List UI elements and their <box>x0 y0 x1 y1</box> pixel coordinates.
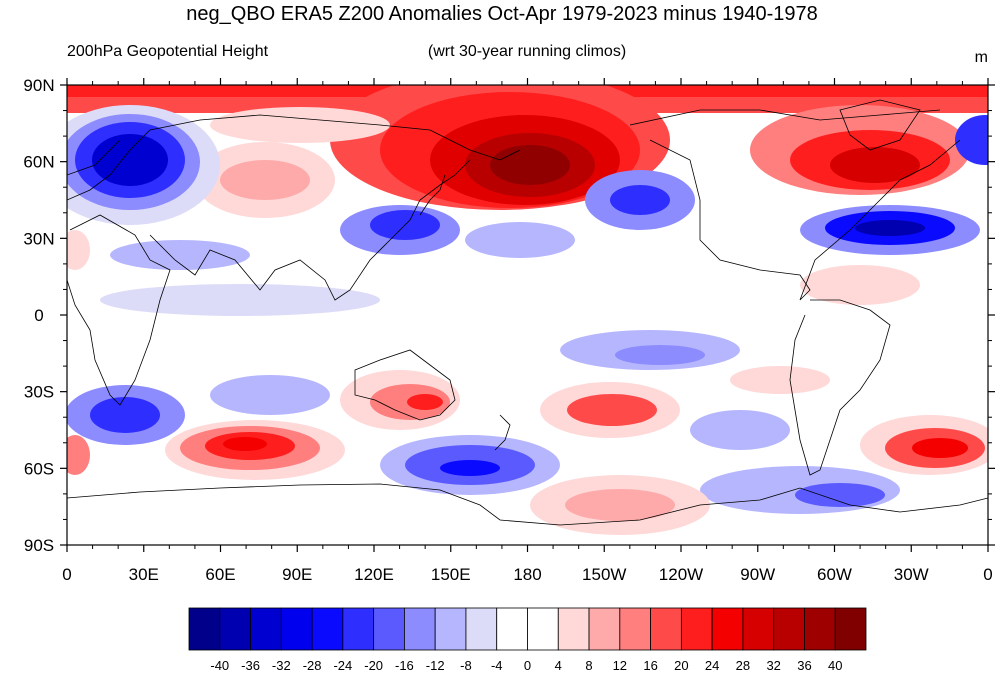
colorbar-label: -28 <box>303 658 322 673</box>
colorbar-label: -20 <box>364 658 383 673</box>
colorbar-label: -16 <box>395 658 414 673</box>
colorbar-swatch <box>834 607 867 651</box>
lon-label: 180 <box>513 565 541 584</box>
lat-label: 60N <box>23 153 54 172</box>
colorbar-swatch <box>250 607 282 651</box>
colorbar-swatch <box>219 607 251 651</box>
colorbar-swatch <box>804 607 836 651</box>
anomaly-field-map <box>67 85 988 545</box>
left-string: 200hPa Geopotential Height <box>67 43 269 60</box>
negative-anomaly-europe <box>67 105 988 225</box>
colorbar-label: 0 <box>524 658 531 673</box>
colorbar-label: 16 <box>643 658 657 673</box>
colorbar-swatch <box>711 607 744 651</box>
colorbar-swatch <box>619 607 651 651</box>
colorbar-label: 4 <box>555 658 562 673</box>
colorbar-label: 36 <box>797 658 811 673</box>
colorbar-swatch <box>742 607 775 651</box>
colorbar-swatch <box>557 607 590 651</box>
colorbar-swatch <box>527 607 559 651</box>
positive-anomaly-asia <box>195 142 335 218</box>
lon-label: 150E <box>431 565 471 584</box>
tropical-anomalies <box>67 230 920 394</box>
lon-label: 30W <box>894 565 929 584</box>
colorbar-label: 28 <box>736 658 750 673</box>
lon-label: 120E <box>354 565 394 584</box>
longitude-axis: 0 30E 60E 90E 120E 150E 180 150W 120W 90W 60W 30W 0 <box>62 78 993 584</box>
colorbar-label: -24 <box>333 658 352 673</box>
lon-label: 30E <box>129 565 159 584</box>
colorbar-swatch <box>373 607 405 651</box>
colorbar-swatch <box>650 607 682 651</box>
coastlines <box>67 99 988 526</box>
colorbar-swatch <box>496 607 528 651</box>
units-label: m <box>975 49 988 66</box>
colorbar-swatch <box>311 607 344 651</box>
colorbar: -40 -36 -32 -28 -24 -20 -16 -12 -8 -4 0 4 8 12 16 20 24 2… <box>188 607 867 673</box>
lon-label: 0 <box>983 565 992 584</box>
lat-label: 90N <box>23 76 54 95</box>
colorbar-swatch <box>280 607 313 651</box>
colorbar-swatch <box>773 607 805 651</box>
colorbar-label: -36 <box>241 658 260 673</box>
colorbar-label: 40 <box>828 658 842 673</box>
southern-hemisphere-anomalies <box>67 370 988 535</box>
colorbar-label: -32 <box>272 658 291 673</box>
colorbar-label: -40 <box>210 658 229 673</box>
colorbar-swatch <box>588 607 621 651</box>
colorbar-swatch <box>342 607 375 651</box>
colorbar-label: -4 <box>491 658 503 673</box>
colorbar-label: 20 <box>674 658 688 673</box>
colorbar-swatch <box>465 607 498 651</box>
lon-label: 90W <box>740 565 775 584</box>
latitude-axis: 90N 60N 30N 0 30S 60S 90S <box>23 76 995 555</box>
colorbar-swatch <box>188 607 221 651</box>
colorbar-swatch <box>680 607 713 651</box>
colorbar-label: 12 <box>613 658 627 673</box>
colorbar-label: 8 <box>585 658 592 673</box>
lon-label: 0 <box>62 565 71 584</box>
lat-label: 30S <box>24 383 54 402</box>
colorbar-label: -12 <box>426 658 445 673</box>
lat-label: 0 <box>34 306 43 325</box>
lon-label: 120W <box>659 565 703 584</box>
colorbar-label: 32 <box>766 658 780 673</box>
colorbar-swatch <box>434 607 467 651</box>
lon-label: 150W <box>582 565 626 584</box>
lon-label: 90E <box>282 565 312 584</box>
colorbar-label: -8 <box>460 658 472 673</box>
colorbar-swatch <box>404 607 436 651</box>
colorbar-label: 24 <box>705 658 719 673</box>
lat-label: 30N <box>23 229 54 248</box>
lat-label: 60S <box>24 459 54 478</box>
figure-title: neg_QBO ERA5 Z200 Anomalies Oct-Apr 1979… <box>186 3 817 25</box>
lon-label: 60E <box>205 565 235 584</box>
center-string: (wrt 30-year running climos) <box>428 43 626 60</box>
lon-label: 60W <box>817 565 852 584</box>
negative-anomaly-subtropics <box>110 170 980 270</box>
lat-label: 90S <box>24 536 54 555</box>
